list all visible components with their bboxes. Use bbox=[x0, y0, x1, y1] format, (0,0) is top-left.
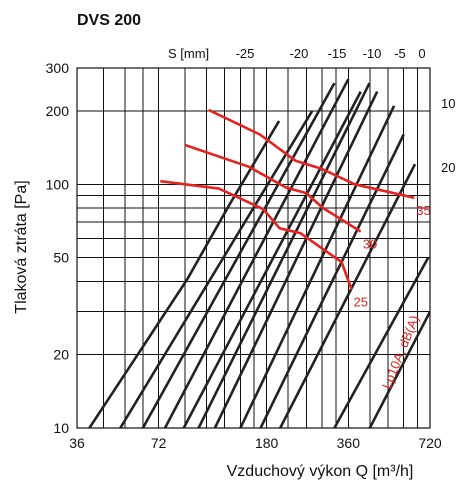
noise-axis-label: Lp10A, dB(A) bbox=[379, 313, 422, 391]
s-side-label: 20 bbox=[441, 160, 455, 175]
s-top-label: -15 bbox=[328, 46, 347, 61]
x-tick-label: 180 bbox=[255, 435, 279, 451]
x-tick-label: 36 bbox=[69, 435, 85, 451]
noise-level-lines bbox=[160, 110, 414, 290]
y-tick-label: 200 bbox=[46, 103, 70, 119]
x-tick-label: 720 bbox=[418, 435, 442, 451]
s-mm-label: S [mm] bbox=[168, 46, 209, 61]
noise-level-label: 25 bbox=[354, 295, 368, 310]
s-top-label: -10 bbox=[363, 46, 382, 61]
s-top-label: -20 bbox=[290, 46, 309, 61]
y-tick-label: 10 bbox=[53, 420, 69, 436]
noise-level-label: 35 bbox=[416, 203, 430, 218]
plot-area bbox=[89, 79, 430, 428]
s-setting-line bbox=[215, 92, 377, 428]
x-axis-label: Vzduchový výkon Q [m³/h] bbox=[227, 463, 414, 480]
x-tick-label: 360 bbox=[337, 435, 361, 451]
y-tick-label: 50 bbox=[53, 250, 69, 266]
s-top-label: -5 bbox=[394, 46, 406, 61]
x-tick-label: 72 bbox=[151, 435, 167, 451]
y-tick-label: 100 bbox=[46, 176, 70, 192]
y-tick-label: 300 bbox=[46, 60, 70, 76]
chart-title: DVS 200 bbox=[77, 12, 141, 29]
s-setting-lines bbox=[89, 79, 430, 428]
s-top-label: 0 bbox=[418, 46, 425, 61]
noise-level-line bbox=[160, 181, 351, 289]
s-top-label: -25 bbox=[236, 46, 255, 61]
y-axis-label: Tlaková ztráta [Pa] bbox=[13, 180, 30, 313]
s-side-label: 10 bbox=[441, 96, 455, 111]
s-setting-line bbox=[240, 106, 394, 428]
y-tick-label: 20 bbox=[53, 347, 69, 363]
noise-level-label: 30 bbox=[363, 237, 377, 252]
